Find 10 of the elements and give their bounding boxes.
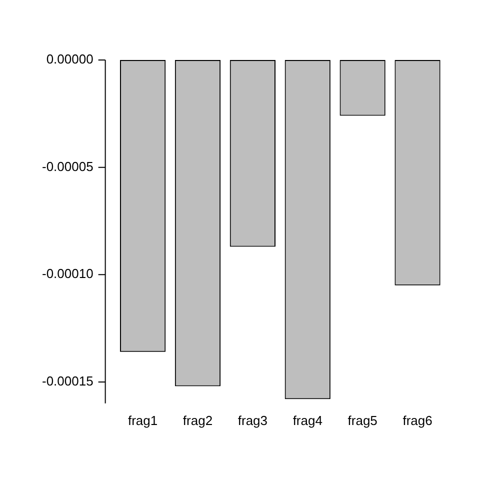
y-tick-label: -0.00010: [42, 266, 94, 282]
x-tick-label: frag5: [348, 412, 378, 428]
y-tick-label: -0.00015: [42, 374, 94, 389]
x-tick-label: frag1: [128, 412, 158, 428]
y-tick-label: -0.00005: [42, 158, 94, 174]
x-tick-label: frag2: [182, 412, 213, 428]
x-tick-label: frag6: [402, 412, 432, 428]
x-tick-label: frag4: [292, 412, 322, 428]
y-tick-label: 0.00000: [46, 52, 94, 67]
x-tick-label: frag3: [238, 412, 268, 428]
